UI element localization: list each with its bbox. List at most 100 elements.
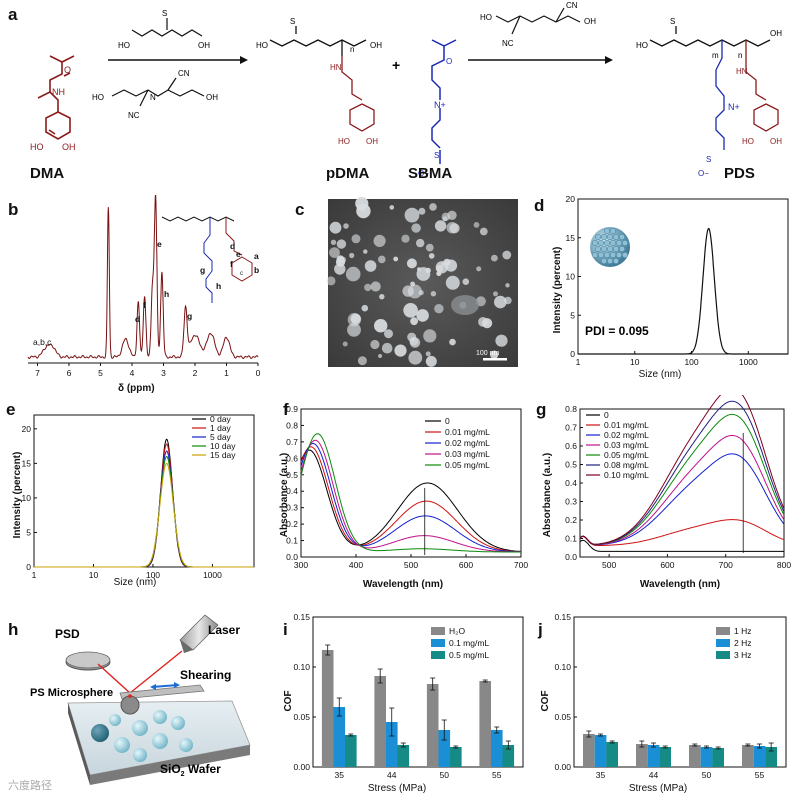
cof-j-bar [594,735,607,767]
nanoparticle-bead [606,246,613,253]
cof-j-y-axis-label: COF [540,690,551,711]
uvvis-g-y-tick-label: 0.6 [565,441,577,451]
nmr-inset-structure [161,216,253,303]
nanoparticle-bead [603,252,610,259]
uvvis-g-legend-label: 0.02 mg/mL [604,430,649,440]
cof-i-bar [491,730,503,767]
dls-y-tick-label: 0 [570,349,575,359]
uvvis-g-curves [579,395,785,553]
cof-j-bar [647,745,660,767]
cof-j-legend-swatch [716,651,730,659]
nanoparticles-in-liquid [91,710,193,762]
uvvis-g-x-tick-label: 800 [777,560,791,570]
uvvis-g-y-tick-label: 0.1 [565,534,577,544]
tem-particle [351,234,361,244]
cof-chart-i: 0.00 0.05 0.10 0.15 35 44 50 55 H₂O 0.1 mg/mL 0.5 … [293,612,524,780]
cof-i-y-tick-label: 0.10 [293,662,310,672]
tem-particle [425,355,437,367]
init1-atom-nc: NC [128,111,140,120]
struct-letter-a: a [254,251,259,261]
uvvis-f-curve-1 [300,446,522,553]
tem-particle [364,260,377,272]
pds-atom-ho: HO [636,41,648,50]
uvvis-g-legend-label: 0 [604,410,609,420]
tem-particle [349,252,355,259]
panel-e-label: e [6,400,15,419]
uvvis-g-y-tick-label: 0.4 [565,478,577,488]
tem-particle [491,254,498,262]
tem-particle [423,329,437,343]
pds-atom-ho2: HO [742,137,754,146]
tem-particle [493,291,498,297]
uvvis-g-x-tick-label: 500 [602,560,616,570]
tem-particle [425,243,434,252]
cof-j-bar [659,747,671,767]
panel-b-label: b [8,200,18,219]
plus-sign: + [392,57,400,73]
uvvis-f-y-tick-label: 0.4 [286,486,298,496]
tem-particle [378,255,386,264]
dma-atom-nh: NH [52,87,65,97]
tem-particle [326,276,336,286]
cof-j-bar [606,742,618,767]
sbma-structure [431,39,457,164]
init2-atom-ho: HO [480,13,492,22]
init1-atom-oh: OH [206,93,218,102]
panel-c-label: c [295,200,304,219]
cof-i-x-tick-label: 35 [335,770,345,780]
stability-legend-label: 10 day [210,441,236,451]
psd-label: PSD [55,627,80,641]
uvvis-g-curve-6 [579,395,785,545]
cof-i-y-axis-label: COF [283,690,294,711]
cof-j-bar [700,747,713,767]
uvvis-f-curve-0 [300,449,522,552]
uvvis-g-y-tick-label: 0.3 [565,497,577,507]
uvvis-f-x-tick-label: 300 [294,560,308,570]
uvvis-f-y-tick-label: 0.5 [286,470,298,480]
stability-x-tick-label: 1 [32,570,37,580]
struct-letter-e: e [236,249,241,259]
nanoparticle-bead [609,228,616,235]
tem-particle [329,221,342,234]
tem-particle [408,350,423,365]
uvvis-f-curves [300,433,522,555]
tem-particle [393,256,399,262]
nanoparticle-bead [609,252,616,259]
tem-particle [425,351,431,357]
tem-scalebar-label: 100 nm [476,350,500,357]
uvvis-f-y-tick-label: 0.8 [286,420,298,430]
uvvis-f-curve-3 [300,439,521,553]
stability-curve-1 [34,443,254,568]
cta-atom-s: S [162,9,167,18]
tem-particle [336,239,347,249]
tem-particle [443,258,451,266]
uvvis-g-curve-1 [579,519,785,547]
nanoparticle-bead [594,246,601,253]
uvvis-g-axes: 0.0 0.1 0.2 0.3 0.4 0.5 0.6 0.7 0.8 500 600 700 800 [565,404,791,570]
tem-scalebar [483,358,507,361]
nanoparticle-bead [603,240,610,247]
sio2-wafer-label: SiO2 Wafer [160,762,221,778]
tem-particle [406,258,417,269]
dls-x-tick-label: 100 [684,357,698,367]
pds-atom-s: S [670,17,675,26]
tem-particle [462,278,470,285]
tem-particle [479,227,488,236]
cta-structure [131,18,203,37]
nanoparticle-bead [615,240,622,247]
tem-particle [378,354,383,358]
cof-i-legend-label: H₂O [449,626,465,636]
dls-y-tick-label: 10 [566,272,576,282]
panel-a-label: a [8,5,18,24]
struct-letter-f: f [230,259,233,269]
tem-particle [373,234,386,247]
uvvis-g-legend-label: 0.10 mg/mL [604,470,649,480]
cof-i-plot-frame [312,616,524,768]
struct-letter-g: g [200,265,205,275]
uvvis-g-legend-label: 0.01 mg/mL [604,420,649,430]
nanoparticle-bead [612,258,619,265]
tem-image [328,199,518,367]
pdma-atom-ho2: HO [338,137,350,146]
panel-g-label: g [536,400,546,419]
nmr-peak-label-h: h [164,289,169,299]
